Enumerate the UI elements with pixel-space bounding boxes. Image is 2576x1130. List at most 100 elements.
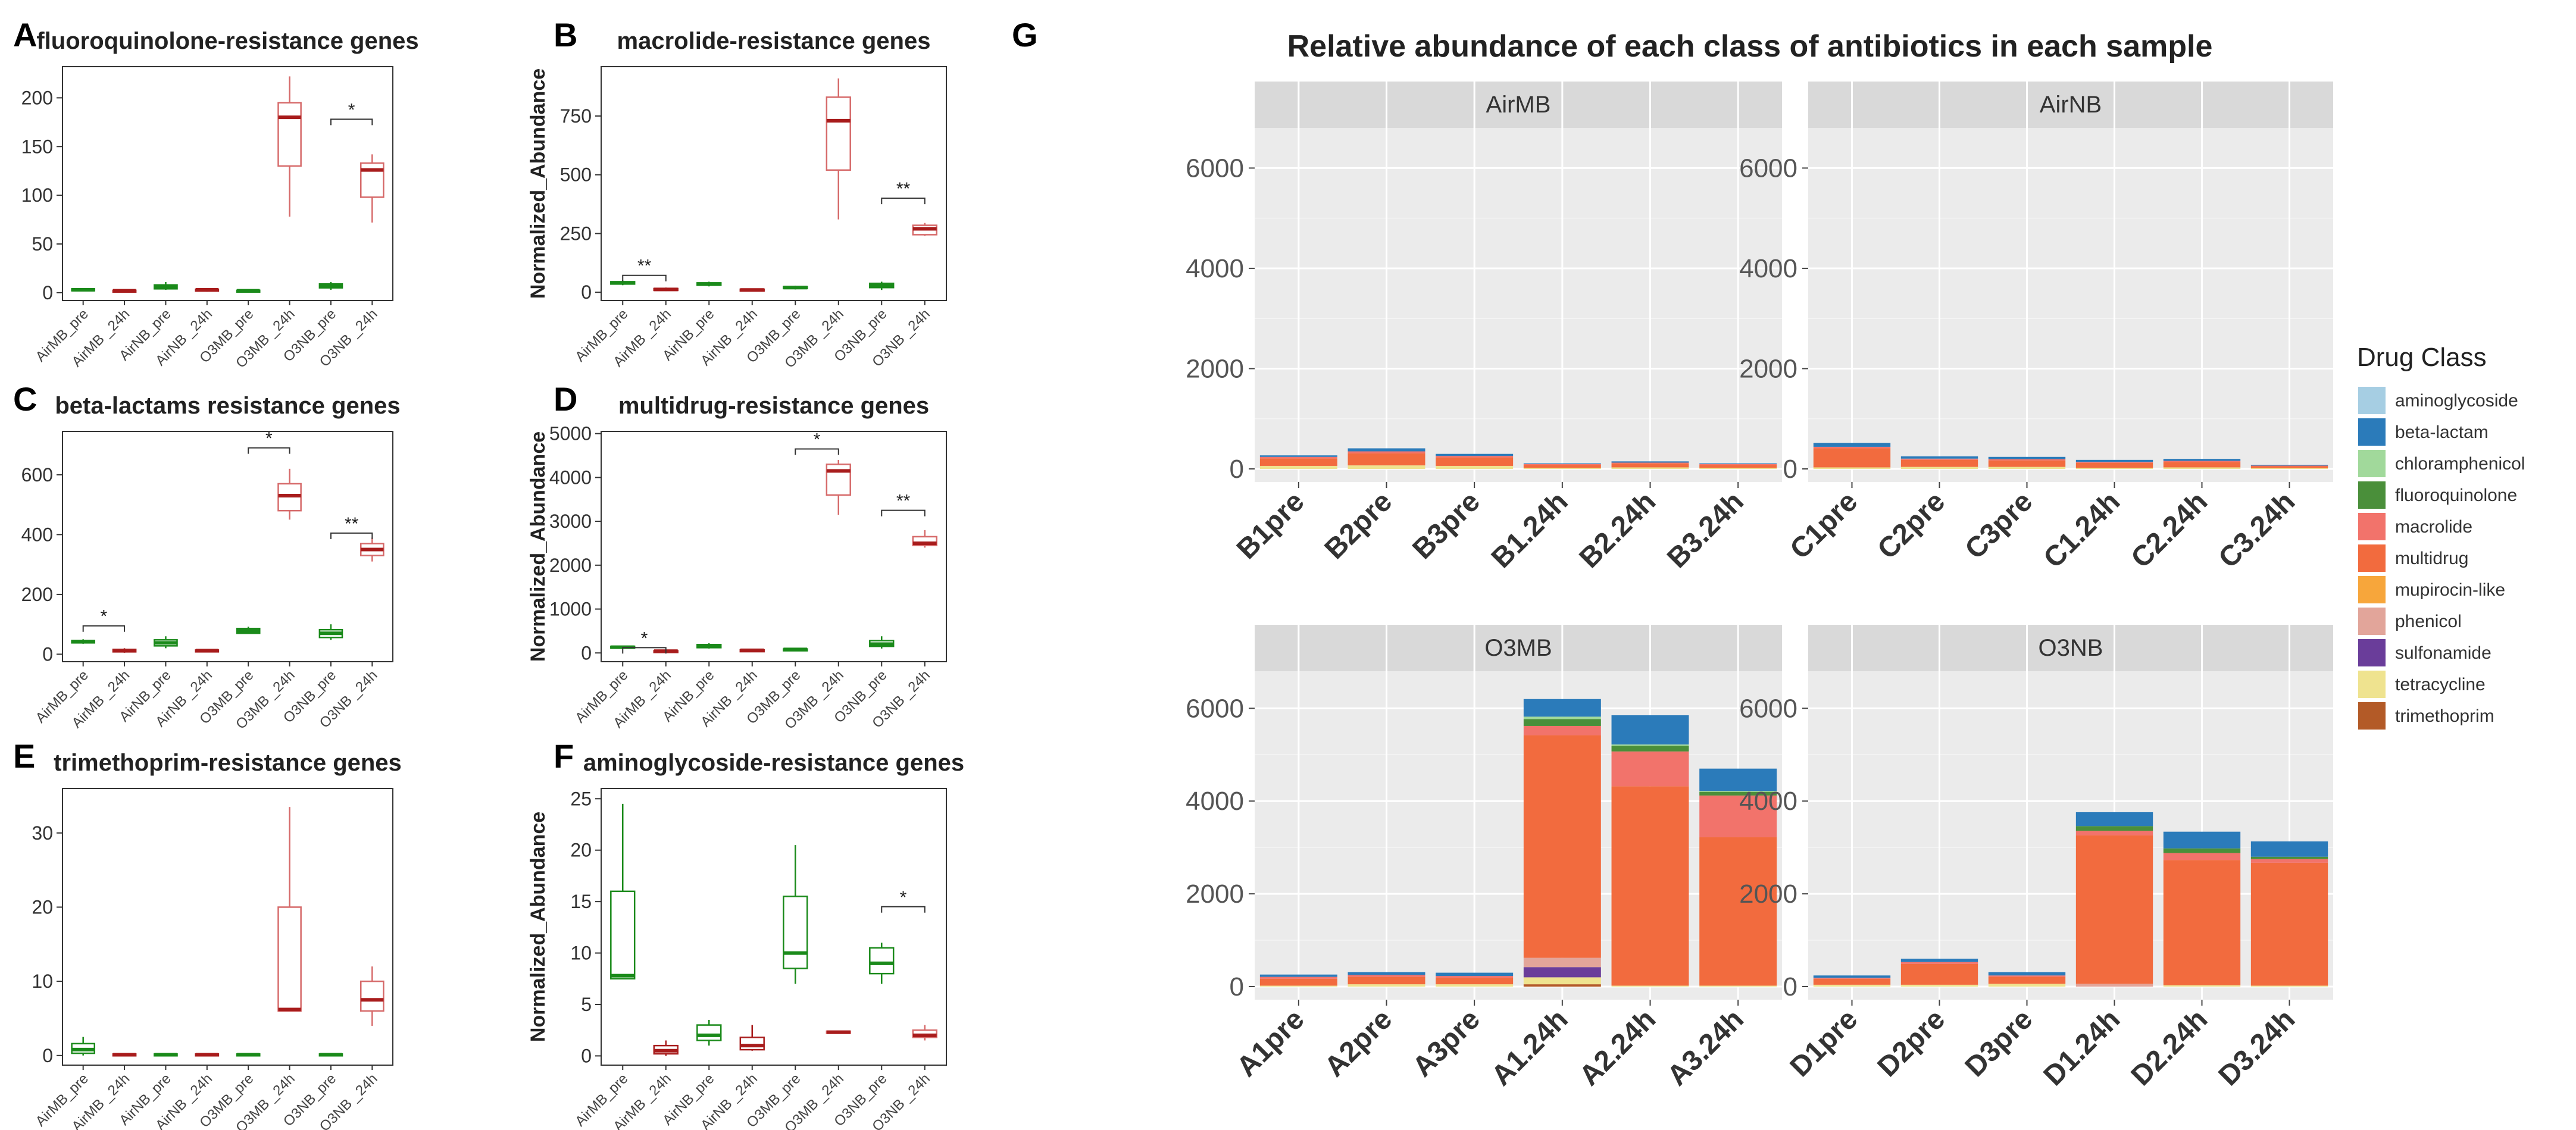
significance-label: ** xyxy=(345,514,359,534)
significance-bracket: ** xyxy=(881,492,926,517)
stacked-bar-A3.24h xyxy=(1699,768,1777,987)
x-tick-label: A1.24h xyxy=(1486,1003,1574,1092)
bar-segment-tetracycline xyxy=(1523,468,1601,469)
bar-segment-multidrug xyxy=(2075,835,2153,984)
bar-segment-macrolide xyxy=(2163,461,2241,462)
box-O3NB_24h xyxy=(359,966,384,1026)
box-body xyxy=(869,947,895,975)
y-tick-label: 200 xyxy=(21,87,53,108)
bar-segment-multidrug xyxy=(1813,448,1891,468)
stacked-bar-B1pre xyxy=(1259,455,1337,469)
bar-segment-macrolide xyxy=(1699,464,1777,465)
y-tick-label: 4000 xyxy=(1186,254,1244,283)
bar-segment-multidrug xyxy=(1988,460,2066,467)
bar-segment-beta-lactam xyxy=(1259,974,1337,977)
bar-segment-beta-lactam xyxy=(2075,812,2153,827)
bar-segment-macrolide xyxy=(2250,859,2328,863)
plot-frame xyxy=(601,788,947,1066)
bar-segment-beta-lactam xyxy=(2163,459,2241,461)
box-O3MB_pre xyxy=(783,845,808,984)
stacked-bar-B3pre xyxy=(1436,453,1514,469)
y-tick-label: 10 xyxy=(32,971,53,992)
bar-segment-multidrug xyxy=(1259,978,1337,986)
legend-label: fluoroquinolone xyxy=(2395,486,2517,505)
box-body xyxy=(359,980,384,1012)
x-tick-label: B1pre xyxy=(1231,486,1311,565)
box-AirMB_24h xyxy=(112,289,137,293)
box-O3MB_24h xyxy=(277,807,302,1012)
x-tick-label: D3pre xyxy=(1959,1003,2039,1083)
panel-letter: D xyxy=(554,380,577,418)
bar-segment-tetracycline xyxy=(1813,984,1891,987)
significance-label: ** xyxy=(896,492,911,511)
box-body xyxy=(739,1037,765,1051)
facet-plot-bg xyxy=(1808,671,2333,1000)
panel-letter: C xyxy=(13,380,37,418)
bar-segment-macrolide xyxy=(1259,976,1337,979)
bar-segment-macrolide xyxy=(1436,976,1514,978)
stacked-bar-B3.24h xyxy=(1699,463,1777,469)
legend-label: tetracycline xyxy=(2395,675,2486,694)
bar-segment-macrolide xyxy=(1988,975,2066,977)
y-tick-label: 4000 xyxy=(1186,787,1244,816)
y-tick-label: 0 xyxy=(42,282,53,303)
x-tick-label: D3.24h xyxy=(2212,1003,2301,1092)
legend-item-aminoglycoside: aminoglycoside xyxy=(2358,387,2518,414)
stacked-bar-D1.24h xyxy=(2075,812,2153,987)
bar-segment-multidrug xyxy=(1259,458,1337,466)
bar-segment-multidrug xyxy=(1699,465,1777,468)
box-AirMB_pre xyxy=(71,287,96,292)
bar-segment-tetracycline xyxy=(1699,468,1777,469)
facet-strip-label: AirNB xyxy=(2040,92,2102,118)
box-AirMB_24h xyxy=(653,287,679,292)
bar-segment-beta-lactam xyxy=(1259,455,1337,457)
y-tick-label: 4000 xyxy=(1739,254,1797,283)
bar-segment-tetracycline xyxy=(1699,985,1777,987)
bar-segment-macrolide xyxy=(2163,853,2241,860)
panel-title: beta-lactams resistance genes xyxy=(55,393,400,419)
legend-item-fluoroquinolone: fluoroquinolone xyxy=(2358,481,2517,509)
bar-segment-multidrug xyxy=(1348,976,1425,985)
bar-segment-macrolide xyxy=(1259,456,1337,459)
significance-label: * xyxy=(900,888,907,907)
box-O3NB_pre xyxy=(318,1053,343,1057)
legend-label: phenicol xyxy=(2395,612,2462,631)
bar-segment-multidrug xyxy=(2163,462,2241,468)
bar-segment-chloramphenicol xyxy=(1523,716,1601,719)
plot-frame xyxy=(601,431,947,662)
legend-swatch xyxy=(2358,639,2386,666)
stacked-bar-D1pre xyxy=(1813,975,1891,987)
bar-segment-macrolide xyxy=(1699,795,1777,838)
bar-segment-tetracycline xyxy=(1900,467,1978,469)
legend-label: sulfonamide xyxy=(2395,643,2491,663)
box-O3NB_24h xyxy=(359,154,384,223)
box-AirNB_24h xyxy=(195,287,220,292)
legend-item-chloramphenicol: chloramphenicol xyxy=(2358,450,2525,477)
x-tick-label: B2.24h xyxy=(1573,486,1662,574)
bar-segment-fluoroquinolone xyxy=(1523,719,1601,726)
bar-segment-multidrug xyxy=(1523,465,1601,468)
bar-segment-beta-lactam xyxy=(1900,959,1978,962)
plot-frame xyxy=(62,66,393,301)
bar-segment-multidrug xyxy=(1699,837,1777,986)
legend-item-sulfonamide: sulfonamide xyxy=(2358,639,2491,666)
x-tick-label: A1pre xyxy=(1231,1003,1311,1083)
facet-strip xyxy=(1255,82,1782,128)
bar-segment-multidrug xyxy=(2250,862,2328,986)
legend-swatch xyxy=(2358,450,2386,477)
panel-title: Relative abundance of each class of anti… xyxy=(1287,29,2213,64)
bar-segment-macrolide xyxy=(1436,456,1514,458)
bar-segment-beta-lactam xyxy=(1348,972,1425,975)
y-tick-label: 750 xyxy=(560,105,592,127)
bar-segment-trimethoprim xyxy=(1523,984,1601,987)
y-tick-label: 0 xyxy=(1230,972,1244,1001)
legend-item-tetracycline: tetracycline xyxy=(2358,671,2486,698)
bar-segment-beta-lactam xyxy=(1436,972,1514,976)
y-tick-label: 5000 xyxy=(549,423,592,445)
legend-swatch xyxy=(2358,702,2386,730)
bar-segment-macrolide xyxy=(2250,465,2328,467)
y-tick-label: 250 xyxy=(560,223,592,244)
legend-label: macrolide xyxy=(2395,517,2472,537)
